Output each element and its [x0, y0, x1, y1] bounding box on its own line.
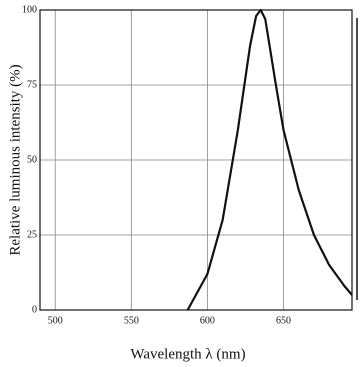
y-tick-label: 25 [27, 229, 37, 240]
data-line [186, 8, 353, 311]
x-tick-label: 650 [276, 315, 291, 326]
x-tick-label: 550 [124, 315, 139, 326]
x-tick-label: 600 [200, 315, 215, 326]
plot-frame [39, 9, 353, 311]
y-tick-label: 50 [27, 154, 37, 165]
y-axis-label: Relative luminous intensity (%) [7, 64, 23, 255]
x-axis-label: Wavelength λ (nm) [130, 346, 245, 362]
y-tick-label: 100 [22, 4, 37, 15]
y-tick-label: 75 [27, 79, 37, 90]
y-tick-label: 0 [32, 304, 37, 315]
x-tick-label: 500 [48, 315, 63, 326]
